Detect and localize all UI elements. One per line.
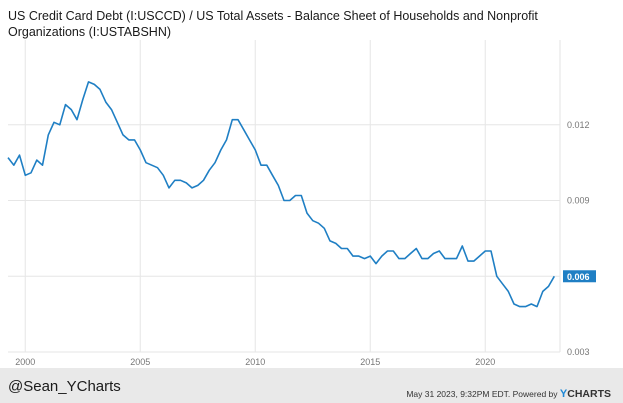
x-tick-label: 2020 (475, 357, 495, 367)
x-tick-label: 2015 (360, 357, 380, 367)
x-axis-ticks: 2000 2005 2010 2015 2020 (15, 357, 495, 367)
chart-title: US Credit Card Debt (I:USCCD) / US Total… (8, 9, 538, 39)
footer-timestamp: May 31 2023, 9:32PM EDT. Powered by YCHA… (406, 388, 611, 400)
ycharts-logo-text: CHARTS (567, 388, 611, 400)
x-tick-label: 2010 (245, 357, 265, 367)
gridlines (8, 40, 561, 353)
y-tick-label: 0.003 (567, 347, 590, 357)
last-value-badge (563, 270, 596, 283)
y-tick-label: 0.012 (567, 120, 590, 130)
x-tick-label: 2000 (15, 357, 35, 367)
last-value-text: 0.006 (567, 272, 590, 282)
ycharts-logo-y: Y (559, 388, 568, 400)
author-handle: @Sean_YCharts (8, 378, 121, 395)
y-axis-ticks: 0.003 0.006 0.009 0.012 (567, 120, 590, 357)
footer-bar (0, 368, 623, 403)
x-tick-label: 2005 (130, 357, 150, 367)
timestamp-text: May 31 2023, 9:32PM EDT. Powered by (406, 389, 558, 399)
y-tick-label: 0.009 (567, 196, 590, 206)
last-value-label: 0.006 (563, 270, 596, 283)
series-line (7, 81, 555, 308)
